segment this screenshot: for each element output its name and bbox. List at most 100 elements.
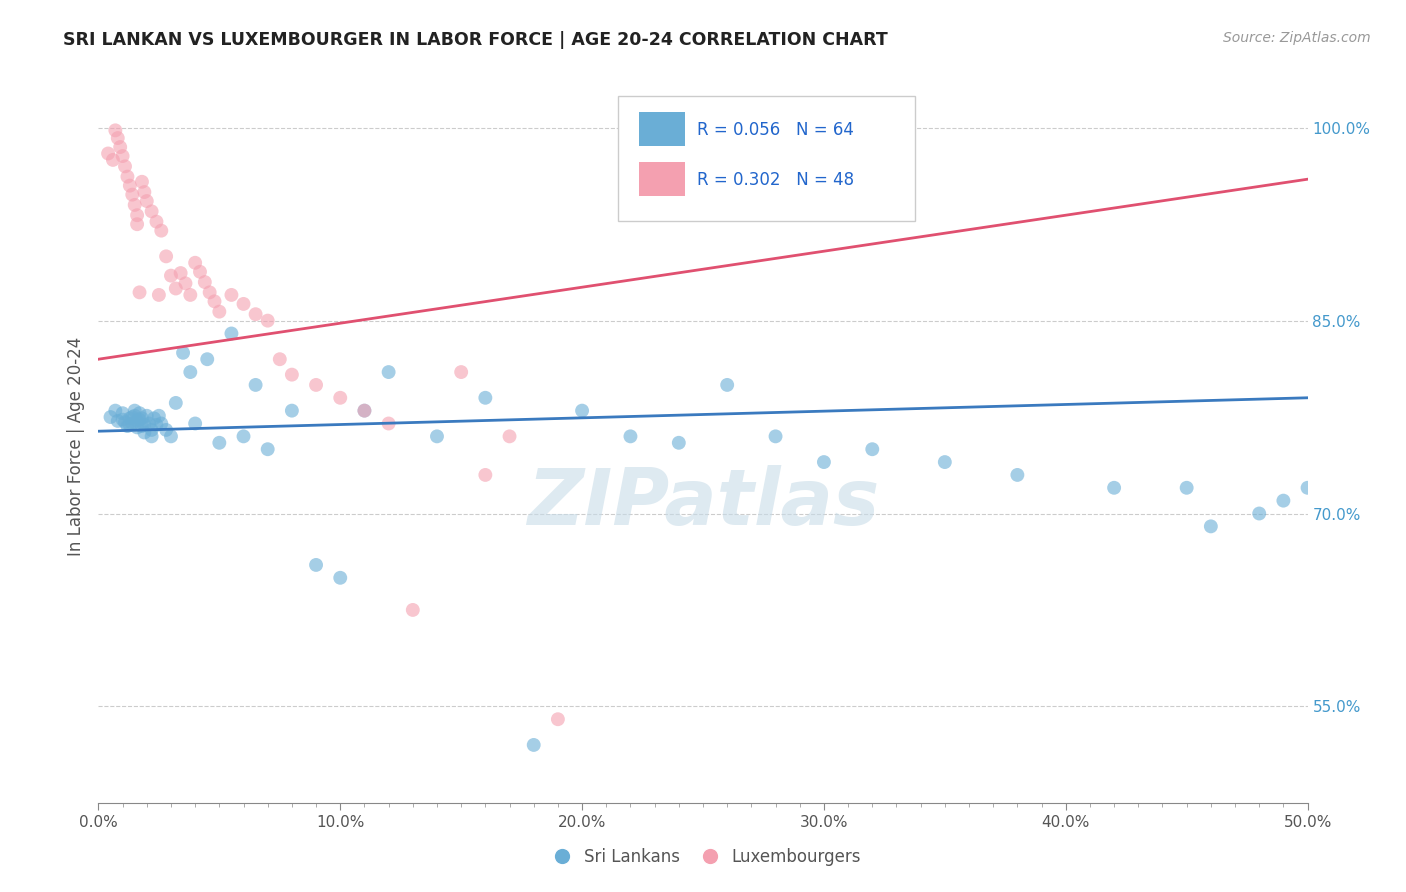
Point (860, 442, 883, 457)
Point (232, 429, 254, 443)
Point (141, 429, 163, 443)
Point (1007, 467, 1029, 482)
Point (118, 178, 141, 193)
Point (281, 403, 304, 417)
Point (353, 403, 375, 417)
Point (204, 294, 226, 309)
Point (127, 217, 149, 231)
Point (547, 712, 569, 726)
Point (134, 185, 156, 199)
Point (114, 415, 136, 429)
Point (329, 391, 352, 405)
Point (194, 275, 217, 289)
Point (165, 281, 187, 295)
Point (100, 410, 122, 425)
Point (141, 423, 163, 437)
Point (1102, 481, 1125, 495)
Point (450, 365, 472, 379)
Point (1296, 481, 1319, 495)
Point (155, 249, 177, 263)
Point (1199, 519, 1222, 533)
Point (127, 208, 149, 222)
Point (131, 411, 153, 425)
Point (131, 419, 153, 434)
Point (221, 288, 243, 302)
Point (101, 153, 124, 167)
Bar (638, 162, 685, 196)
Point (127, 420, 149, 434)
Point (256, 442, 278, 457)
Point (1175, 481, 1198, 495)
Point (668, 435, 690, 450)
Point (184, 256, 207, 270)
Point (97, 146, 120, 161)
Point (1249, 507, 1271, 521)
Point (619, 429, 641, 443)
Point (474, 391, 496, 405)
Point (128, 406, 150, 420)
Point (128, 412, 150, 426)
Point (135, 194, 157, 208)
Bar (638, 112, 685, 146)
Point (179, 288, 201, 302)
Point (124, 403, 146, 417)
Point (118, 417, 141, 432)
Point (377, 417, 399, 431)
Point (474, 467, 496, 482)
Point (523, 738, 546, 752)
Point (184, 417, 207, 431)
Point (148, 409, 170, 423)
Point (121, 410, 143, 425)
Point (160, 268, 183, 283)
Point (107, 414, 129, 428)
Point (269, 352, 291, 367)
Point (245, 307, 267, 321)
Point (232, 297, 254, 311)
Point (934, 455, 956, 469)
Point (121, 187, 143, 202)
Point (117, 169, 139, 184)
Text: SRI LANKAN VS LUXEMBOURGER IN LABOR FORCE | AGE 20-24 CORRELATION CHART: SRI LANKAN VS LUXEMBOURGER IN LABOR FORC… (63, 31, 889, 49)
Point (329, 571, 352, 585)
Point (353, 403, 375, 417)
Point (174, 277, 197, 291)
Point (1272, 493, 1295, 508)
Point (165, 396, 187, 410)
Point (256, 313, 278, 327)
Point (155, 423, 177, 437)
Point (148, 288, 170, 302)
Point (208, 435, 231, 450)
Point (127, 414, 149, 428)
Point (765, 429, 787, 443)
Point (104, 123, 127, 137)
Point (377, 365, 399, 379)
Point (131, 175, 153, 189)
Point (124, 409, 146, 423)
Point (138, 417, 160, 431)
Legend: Sri Lankans, Luxembourgers: Sri Lankans, Luxembourgers (538, 842, 868, 873)
Point (498, 429, 520, 443)
Y-axis label: In Labor Force | Age 20-24: In Labor Force | Age 20-24 (66, 336, 84, 556)
Point (160, 429, 183, 443)
Point (111, 406, 134, 420)
Point (172, 345, 194, 359)
Point (117, 419, 139, 434)
Point (145, 214, 167, 228)
Point (169, 266, 191, 280)
Point (111, 149, 134, 163)
Point (145, 417, 167, 432)
Point (121, 417, 143, 431)
Point (305, 378, 328, 392)
Point (134, 425, 156, 440)
Point (141, 204, 163, 219)
Point (426, 429, 449, 443)
Point (108, 140, 131, 154)
Point (104, 403, 127, 417)
Point (111, 412, 134, 426)
FancyBboxPatch shape (619, 96, 915, 221)
Point (305, 558, 328, 572)
Point (188, 265, 211, 279)
Point (135, 409, 157, 423)
Point (150, 417, 173, 431)
Point (571, 403, 593, 417)
